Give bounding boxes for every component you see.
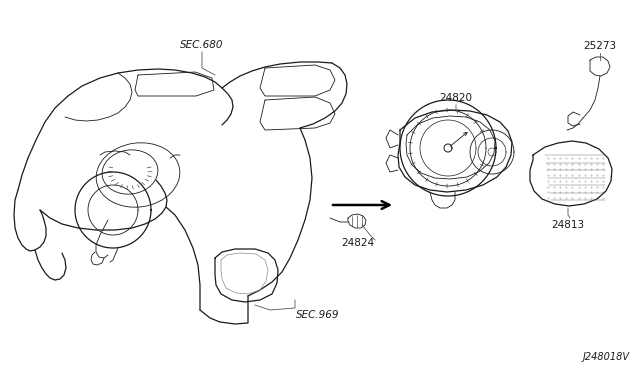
Text: SEC.969: SEC.969	[296, 310, 339, 320]
Text: 24824: 24824	[341, 238, 374, 248]
Text: 24813: 24813	[552, 220, 584, 230]
Text: 25273: 25273	[584, 41, 616, 51]
Text: SEC.680: SEC.680	[180, 40, 224, 50]
Text: 24820: 24820	[440, 93, 472, 103]
Text: J248018V: J248018V	[583, 352, 630, 362]
